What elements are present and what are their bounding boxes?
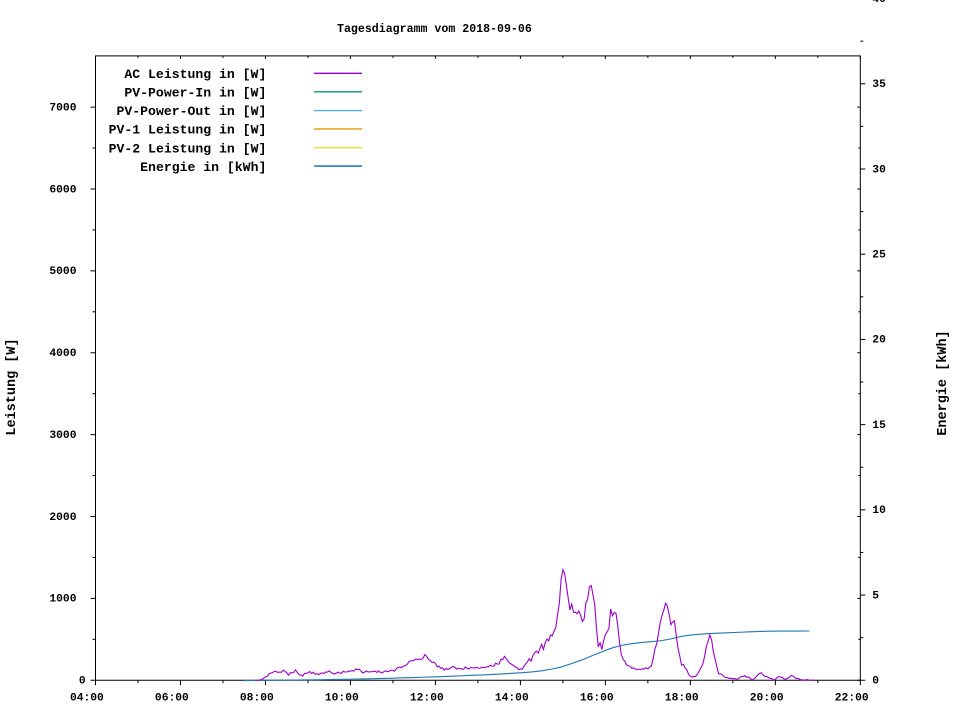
svg-text:08:00: 08:00 bbox=[240, 692, 274, 704]
svg-text:5: 5 bbox=[872, 590, 879, 602]
svg-text:0: 0 bbox=[79, 676, 86, 688]
svg-text:4000: 4000 bbox=[49, 348, 76, 360]
svg-text:18:00: 18:00 bbox=[665, 692, 699, 704]
svg-text:Energie [kWh]: Energie [kWh] bbox=[936, 330, 951, 435]
svg-text:10:00: 10:00 bbox=[325, 692, 359, 704]
svg-text:PV-Power-In in [W]: PV-Power-In in [W] bbox=[124, 85, 266, 100]
svg-text:7000: 7000 bbox=[49, 102, 76, 114]
svg-text:2000: 2000 bbox=[49, 512, 76, 524]
svg-text:AC Leistung in [W]: AC Leistung in [W] bbox=[124, 67, 266, 82]
svg-text:20:00: 20:00 bbox=[750, 692, 784, 704]
svg-text:16:00: 16:00 bbox=[580, 692, 614, 704]
svg-text:1000: 1000 bbox=[49, 594, 76, 606]
svg-text:20: 20 bbox=[872, 335, 886, 347]
svg-text:3000: 3000 bbox=[49, 430, 76, 442]
svg-text:04:00: 04:00 bbox=[70, 692, 104, 704]
svg-text:PV-Power-Out in [W]: PV-Power-Out in [W] bbox=[117, 104, 267, 119]
svg-text:6000: 6000 bbox=[49, 184, 76, 196]
svg-text:0: 0 bbox=[872, 676, 879, 688]
svg-text:25: 25 bbox=[872, 250, 886, 262]
svg-text:14:00: 14:00 bbox=[495, 692, 529, 704]
svg-text:PV-1 Leistung in [W]: PV-1 Leistung in [W] bbox=[109, 123, 267, 138]
svg-text:06:00: 06:00 bbox=[155, 692, 189, 704]
svg-text:12:00: 12:00 bbox=[410, 692, 444, 704]
svg-text:30: 30 bbox=[872, 164, 886, 176]
svg-text:10: 10 bbox=[872, 505, 886, 517]
svg-text:22:00: 22:00 bbox=[835, 692, 869, 704]
svg-text:PV-2 Leistung in [W]: PV-2 Leistung in [W] bbox=[109, 141, 267, 156]
svg-text:40: 40 bbox=[872, 0, 886, 6]
svg-text:Leistung [W]: Leistung [W] bbox=[5, 338, 20, 435]
svg-text:35: 35 bbox=[872, 79, 886, 91]
svg-text:5000: 5000 bbox=[49, 266, 76, 278]
svg-text:Tagesdiagramm vom 2018-09-06: Tagesdiagramm vom 2018-09-06 bbox=[337, 23, 532, 36]
svg-text:15: 15 bbox=[872, 420, 886, 432]
svg-text:Energie in [kWh]: Energie in [kWh] bbox=[140, 160, 266, 175]
